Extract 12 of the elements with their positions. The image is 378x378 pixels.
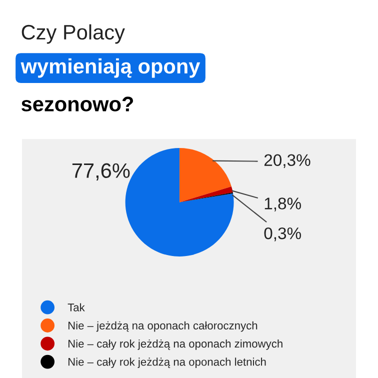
legend-label: Tak [68, 303, 85, 312]
pie-slice [180, 186, 233, 202]
legend-label: Nie – cały rok jeżdżą na oponach letnich [68, 358, 266, 368]
data-label: 0,3% [264, 227, 302, 242]
pie-slice [180, 192, 234, 202]
data-label: 77,6% [72, 163, 130, 180]
legend-label: Nie – jeżdżą na oponach całorocznych [68, 321, 258, 332]
legend-label: Nie – cały rok jeżdżą na oponach zimowych [68, 339, 282, 350]
pie-slice [180, 148, 232, 202]
data-label: 1,8% [264, 198, 302, 212]
chart-title: Czy Polacy wymieniają opony sezonowo? [20, 24, 200, 112]
data-label: 20,3% [264, 154, 310, 168]
